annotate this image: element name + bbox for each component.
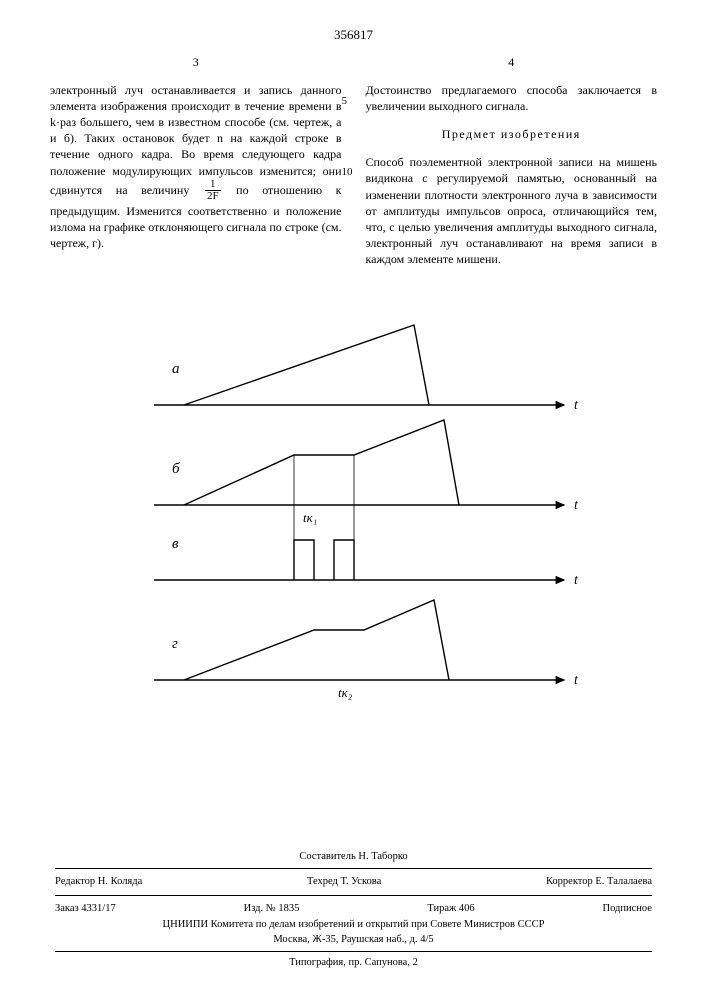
col-num-right: 4 [366,54,658,70]
left-paragraph: электронный луч останавливается и запись… [50,82,342,252]
document-number: 356817 [50,26,657,44]
text-columns: 3 электронный луч останавливается и запи… [50,54,657,280]
svg-text:t: t [574,498,579,513]
section-title: Предмет изобретения [366,126,658,142]
corrector: Корректор Е. Талалаева [546,875,652,889]
editor: Редактор Н. Коляда [55,875,142,889]
right-paragraph-1: Достоинство предлагаемого способа заключ… [366,82,658,114]
svg-text:в: в [172,536,179,552]
svg-text:t: t [574,398,579,413]
right-text-2: Способ поэлементной электронной записи н… [366,155,658,266]
fraction: 1 2F [205,179,221,203]
tirazh: Тираж 406 [427,902,474,916]
publisher-org: ЦНИИПИ Комитета по делам изобретений и о… [55,918,652,932]
svg-text:а: а [172,361,180,377]
footer-block: Составитель Н. Таборко Редактор Н. Коляд… [0,850,707,970]
waveform-figure: t а t б t в t г tк₁ tк₂ [94,310,614,730]
left-column: 3 электронный луч останавливается и запи… [50,54,342,280]
frac-den: 2F [205,191,221,203]
svg-text:г: г [172,636,178,652]
svg-text:б: б [172,461,180,477]
margin-line-10: 10 [342,165,353,180]
compiler: Составитель Н. Таборко [55,850,652,864]
right-paragraph-2: Способ поэлементной электронной записи н… [366,154,658,267]
signed: Подписное [603,902,652,916]
tech-editor: Техред Т. Ускова [307,875,381,889]
publisher-address: Москва, Ж-35, Раушская наб., д. 4/5 [55,933,652,947]
svg-text:tк₂: tк₂ [338,685,353,700]
right-column: 4 Достоинство предлагаемого способа закл… [366,54,658,280]
credits-row: Редактор Н. Коляда Техред Т. Ускова Корр… [55,873,652,891]
order-no: Заказ 4331/17 [55,902,116,916]
typography: Типография, пр. Сапунова, 2 [55,956,652,970]
svg-text:tк₁: tк₁ [303,510,317,525]
col-num-left: 3 [50,54,342,70]
imprint-row: Заказ 4331/17 Изд. № 1835 Тираж 406 Подп… [55,900,652,918]
svg-text:t: t [574,573,579,588]
issue-no: Изд. № 1835 [244,902,300,916]
margin-line-5: 5 [342,94,348,109]
svg-text:t: t [574,673,579,688]
left-text-1: электронный луч останавливается и запись… [50,83,342,197]
